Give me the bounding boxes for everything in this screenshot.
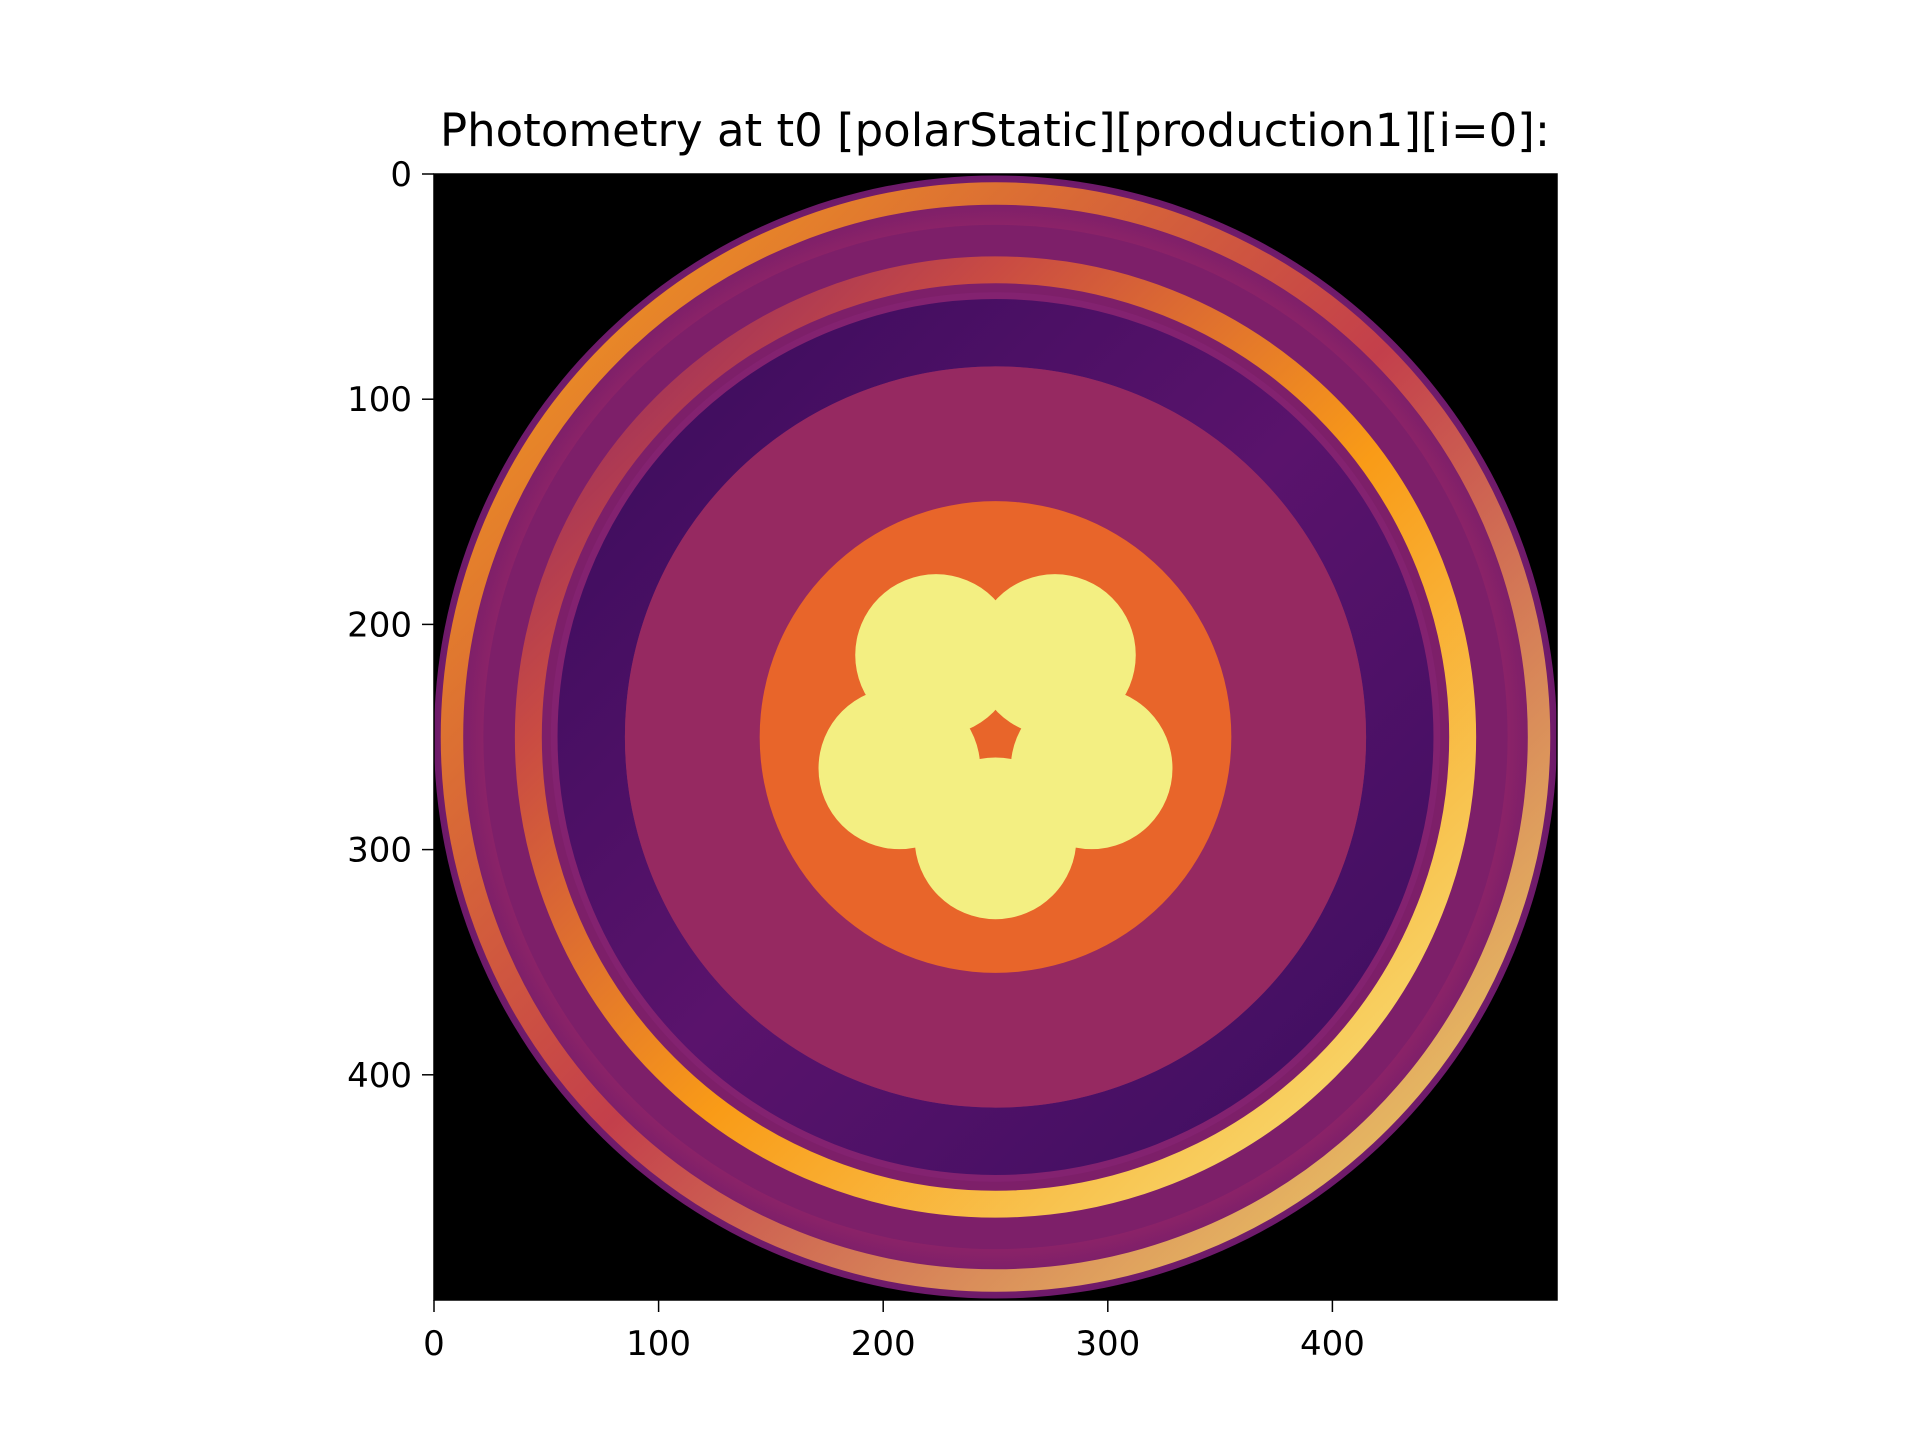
y-tick-label: 100: [347, 380, 412, 420]
y-tick-label: 400: [347, 1056, 412, 1096]
plot-area: [433, 173, 1558, 1301]
x-tick-label: 0: [423, 1324, 445, 1364]
y-tick-label: 300: [347, 831, 412, 871]
outer-bright-ring: [440, 182, 1551, 1292]
axes-frame: [433, 173, 1558, 1301]
x-tick-label: 400: [1300, 1324, 1365, 1364]
x-tick-label: 300: [1075, 1324, 1140, 1364]
photometry-image: [434, 175, 1557, 1299]
chart-title: Photometry at t0 [polarStatic][productio…: [440, 104, 1550, 157]
y-tick-label: 0: [390, 155, 412, 195]
lobe: [855, 574, 1017, 736]
y-tick-label: 200: [347, 605, 412, 645]
x-axis: 0 100 200 300 400: [423, 1300, 1365, 1364]
x-tick-label: 100: [626, 1324, 691, 1364]
inner-bright-ring: [514, 256, 1477, 1218]
x-tick-label: 200: [851, 1324, 916, 1364]
inner-dark-ring: [557, 299, 1434, 1175]
y-axis: 0 100 200 300 400: [347, 155, 434, 1096]
